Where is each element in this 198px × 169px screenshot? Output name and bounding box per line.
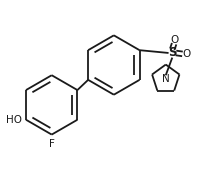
Text: O: O: [170, 35, 178, 45]
Text: F: F: [49, 139, 55, 149]
Text: S: S: [168, 46, 176, 59]
Text: N: N: [162, 74, 170, 84]
Text: O: O: [182, 49, 190, 59]
Text: HO: HO: [6, 115, 22, 125]
